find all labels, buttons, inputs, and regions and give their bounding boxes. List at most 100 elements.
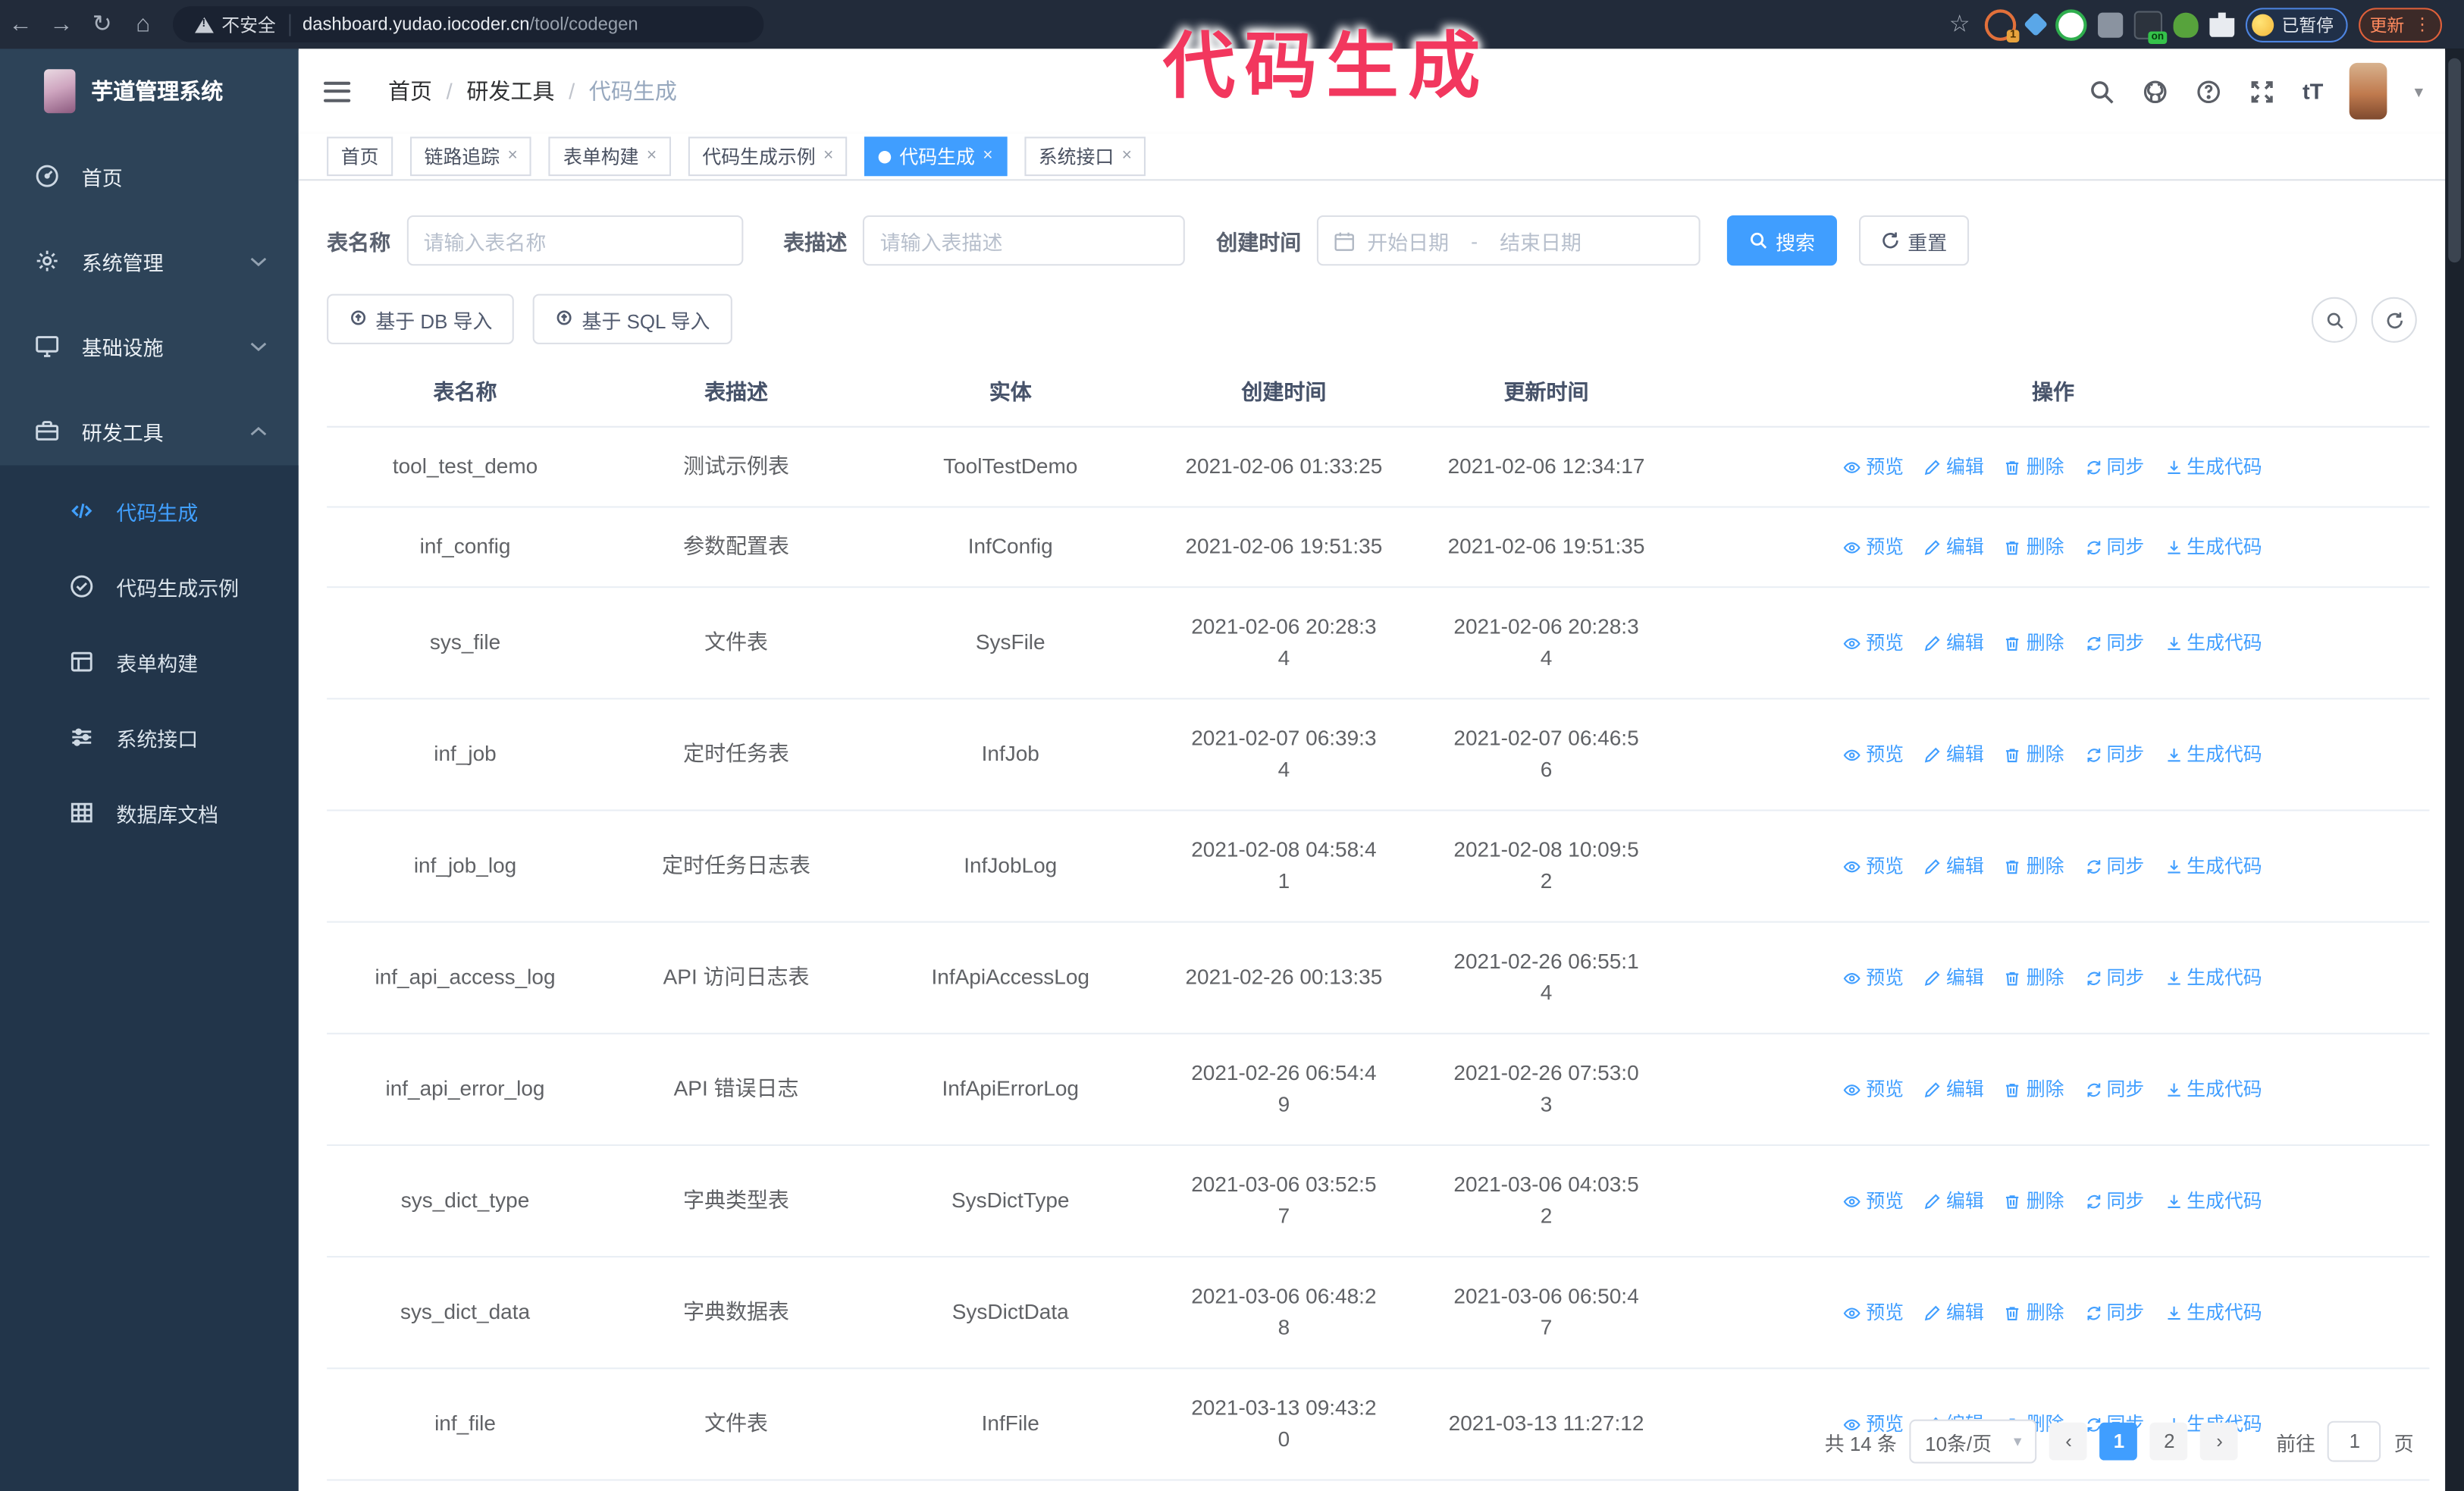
prev-page-button[interactable]: ‹: [2049, 1422, 2088, 1461]
预览-action-link[interactable]: 预览: [1844, 627, 1904, 658]
生成代码-action-link[interactable]: 生成代码: [2165, 451, 2262, 482]
同步-action-link[interactable]: 同步: [2084, 1185, 2144, 1216]
dark-extension-icon[interactable]: on: [2133, 10, 2168, 43]
help-icon[interactable]: [2196, 78, 2222, 105]
编辑-action-link[interactable]: 编辑: [1924, 739, 1984, 770]
security-label[interactable]: 不安全: [221, 16, 276, 36]
删除-action-link[interactable]: 删除: [2005, 962, 2064, 993]
编辑-action-link[interactable]: 编辑: [1924, 627, 1984, 658]
page-scrollbar[interactable]: [2445, 49, 2464, 1491]
删除-action-link[interactable]: 删除: [2005, 627, 2064, 658]
生成代码-action-link[interactable]: 生成代码: [2165, 1297, 2262, 1328]
forward-icon[interactable]: →: [49, 11, 74, 38]
chrome-update-button[interactable]: 更新 ⋮: [2359, 7, 2442, 42]
删除-action-link[interactable]: 删除: [2005, 1074, 2064, 1105]
back-icon[interactable]: ←: [8, 11, 33, 38]
address-bar[interactable]: 不安全 dashboard.yudao.iocoder.cn/tool/code…: [172, 6, 764, 42]
tab-表单构建[interactable]: 表单构建 ×: [549, 137, 671, 177]
sidebar-item-codegen-example[interactable]: 代码生成示例: [0, 548, 299, 623]
删除-action-link[interactable]: 删除: [2005, 532, 2064, 563]
预览-action-link[interactable]: 预览: [1844, 451, 1904, 482]
page-size-select[interactable]: 10条/页 ▾: [1909, 1419, 2038, 1464]
green-check-extension-icon[interactable]: [2055, 8, 2087, 40]
sidebar-item-devtools[interactable]: 研发工具: [0, 388, 299, 473]
avatar[interactable]: [2350, 62, 2388, 120]
预览-action-link[interactable]: 预览: [1844, 532, 1904, 563]
sidebar-item-system[interactable]: 系统管理: [0, 218, 299, 303]
table-desc-input[interactable]: 请输入表描述: [862, 215, 1185, 266]
同步-action-link[interactable]: 同步: [2084, 451, 2144, 482]
table-name-input[interactable]: 请输入表名称: [406, 215, 743, 266]
orange-extension-icon[interactable]: 1: [1984, 8, 2020, 42]
search-icon[interactable]: [2089, 78, 2115, 105]
scrollbar-thumb[interactable]: [2448, 58, 2461, 263]
生成代码-action-link[interactable]: 生成代码: [2165, 850, 2262, 881]
sidebar-item-system-api[interactable]: 系统接口: [0, 699, 299, 774]
url-host[interactable]: dashboard.yudao.iocoder.cn: [302, 14, 530, 34]
编辑-action-link[interactable]: 编辑: [1924, 850, 1984, 881]
search-button[interactable]: 搜索: [1726, 215, 1838, 266]
预览-action-link[interactable]: 预览: [1844, 1408, 1904, 1439]
同步-action-link[interactable]: 同步: [2084, 850, 2144, 881]
预览-action-link[interactable]: 预览: [1844, 1185, 1904, 1216]
page-button-1[interactable]: 1: [2100, 1422, 2138, 1461]
reset-button[interactable]: 重置: [1859, 215, 1970, 266]
编辑-action-link[interactable]: 编辑: [1924, 1185, 1984, 1216]
同步-action-link[interactable]: 同步: [2084, 962, 2144, 993]
生成代码-action-link[interactable]: 生成代码: [2165, 532, 2262, 563]
sidebar-item-codegen[interactable]: 代码生成: [0, 473, 299, 548]
breadcrumb-home[interactable]: 首页: [387, 78, 432, 104]
同步-action-link[interactable]: 同步: [2084, 739, 2144, 770]
close-icon[interactable]: ×: [507, 146, 518, 165]
tab-代码生成[interactable]: 代码生成 ×: [864, 137, 1008, 177]
生成代码-action-link[interactable]: 生成代码: [2165, 739, 2262, 770]
close-icon[interactable]: ×: [983, 146, 993, 165]
删除-action-link[interactable]: 删除: [2005, 1185, 2064, 1216]
编辑-action-link[interactable]: 编辑: [1924, 532, 1984, 563]
refresh-button[interactable]: [2371, 297, 2417, 343]
import-sql-button[interactable]: 基于 SQL 导入: [533, 293, 732, 344]
sidebar-item-home[interactable]: 首页: [0, 133, 299, 218]
bookmark-star-icon[interactable]: ☆: [1948, 11, 1970, 38]
profile-chip[interactable]: 已暂停: [2245, 7, 2348, 42]
close-icon[interactable]: ×: [1121, 146, 1132, 165]
预览-action-link[interactable]: 预览: [1844, 850, 1904, 881]
breadcrumb-devtools[interactable]: 研发工具: [466, 78, 555, 104]
fullscreen-icon[interactable]: [2249, 78, 2276, 105]
sidebar-item-form-builder[interactable]: 表单构建: [0, 624, 299, 699]
goto-page-input[interactable]: 1: [2328, 1420, 2382, 1462]
reload-icon[interactable]: ↻: [92, 11, 112, 38]
close-icon[interactable]: ×: [823, 146, 834, 165]
同步-action-link[interactable]: 同步: [2084, 627, 2144, 658]
avatar-caret-icon[interactable]: ▾: [2414, 82, 2424, 102]
预览-action-link[interactable]: 预览: [1844, 962, 1904, 993]
删除-action-link[interactable]: 删除: [2005, 1297, 2064, 1328]
panel-extension-icon[interactable]: [2098, 11, 2124, 37]
close-icon[interactable]: ×: [646, 146, 657, 165]
github-icon[interactable]: [2143, 78, 2169, 105]
puzzle-extensions-menu-icon[interactable]: [2209, 11, 2235, 37]
同步-action-link[interactable]: 同步: [2084, 1297, 2144, 1328]
同步-action-link[interactable]: 同步: [2084, 532, 2144, 563]
删除-action-link[interactable]: 删除: [2005, 451, 2064, 482]
生成代码-action-link[interactable]: 生成代码: [2165, 1185, 2262, 1216]
生成代码-action-link[interactable]: 生成代码: [2165, 1074, 2262, 1105]
next-page-button[interactable]: ›: [2200, 1422, 2239, 1461]
page-button-2[interactable]: 2: [2150, 1422, 2189, 1461]
gem-extension-icon[interactable]: [2024, 12, 2049, 37]
sidebar-item-infra[interactable]: 基础设施: [0, 303, 299, 388]
update-label[interactable]: 更新: [2369, 16, 2405, 36]
sidebar-collapse-icon[interactable]: [323, 80, 351, 102]
删除-action-link[interactable]: 删除: [2005, 850, 2064, 881]
chrome-menu-kebab-icon[interactable]: ⋮: [2413, 15, 2431, 35]
green-critter-extension-icon[interactable]: [2173, 11, 2199, 37]
sidebar-item-db-doc[interactable]: 数据库文档: [0, 775, 299, 850]
font-size-icon[interactable]: tT: [2303, 78, 2324, 104]
编辑-action-link[interactable]: 编辑: [1924, 1297, 1984, 1328]
同步-action-link[interactable]: 同步: [2084, 1074, 2144, 1105]
预览-action-link[interactable]: 预览: [1844, 1074, 1904, 1105]
date-range-picker[interactable]: 开始日期 - 结束日期: [1316, 215, 1701, 266]
预览-action-link[interactable]: 预览: [1844, 739, 1904, 770]
编辑-action-link[interactable]: 编辑: [1924, 1074, 1984, 1105]
编辑-action-link[interactable]: 编辑: [1924, 451, 1984, 482]
